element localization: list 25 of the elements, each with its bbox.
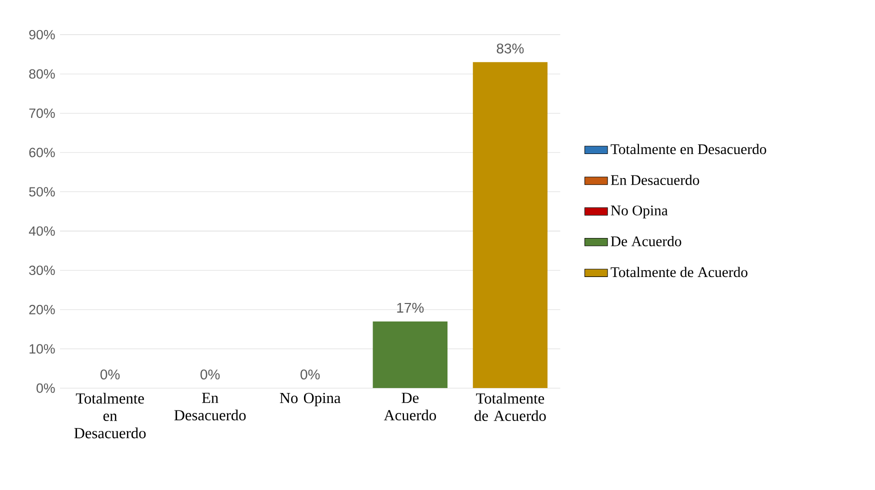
x-tick-label: De Acuerdo [384,392,436,420]
data-label: 83% [496,43,524,54]
legend-label: Totalmente en Desacuerdo [610,144,766,154]
legend-label: No Opina [610,205,668,218]
data-label: 0% [200,369,220,380]
legend-label: Totalmente de Acuerdo [610,266,748,278]
y-tick-label: 60% [29,148,55,158]
y-tick-label: 40% [28,226,55,236]
y-tick-label: 50% [29,186,55,196]
y-tick-label: 20% [29,304,55,314]
x-tick-label: Totalmente en Desacuerdo [74,392,146,438]
y-tick-label: 80% [29,69,55,79]
data-label: 17% [397,302,424,313]
y-tick-label: 90% [29,30,55,40]
data-label: 0% [300,369,320,380]
y-tick-label: 30% [29,266,55,275]
legend-label: De Acuerdo [610,236,682,246]
x-tick-label: En Desacuerdo [174,392,246,420]
y-tick-label: 10% [30,344,55,354]
data-label: 0% [100,369,120,380]
x-tick-label: Totalmente de Acuerdo [474,392,546,421]
x-tick-label: No Opina [280,392,341,406]
y-tick-label: 70% [29,108,55,118]
legend-label: En Desacuerdo [610,174,700,185]
y-tick-label: 0% [36,383,55,393]
